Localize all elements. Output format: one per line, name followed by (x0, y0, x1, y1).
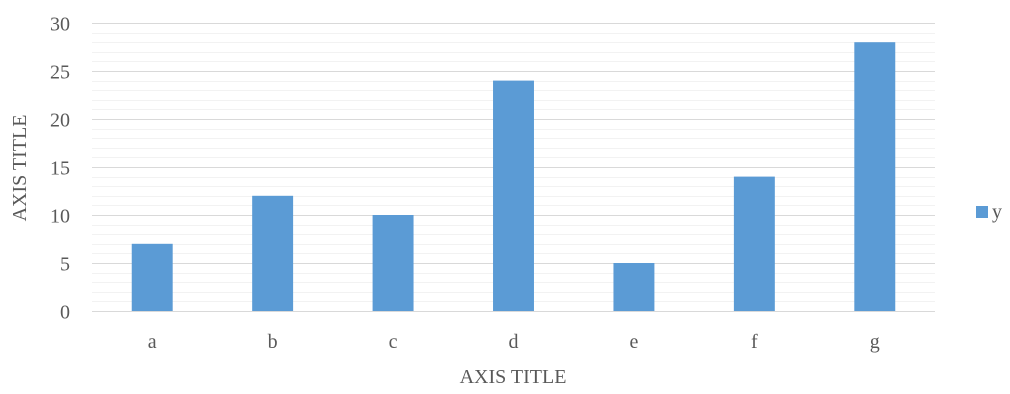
legend-swatch-y (976, 206, 988, 218)
x-tick-label: a (148, 331, 157, 353)
x-axis-title: AXIS TITLE (460, 366, 567, 388)
x-tick-label: g (870, 331, 880, 353)
bar-c (373, 215, 414, 311)
axes: 0 5 10 15 20 25 30 a b c d e f g (50, 14, 935, 354)
y-tick-label: 5 (60, 254, 70, 276)
y-tick-label: 30 (50, 14, 70, 36)
x-tick-label: b (268, 331, 278, 353)
bar-series (132, 42, 896, 311)
bar-e (613, 263, 654, 311)
x-tick-label: c (389, 331, 398, 353)
bar-d (493, 81, 534, 311)
y-tick-label: 15 (50, 158, 70, 180)
y-axis-title: AXIS TITLE (9, 115, 31, 222)
bar-b (252, 196, 293, 311)
y-tick-label: 20 (50, 110, 70, 132)
x-tick-label: d (509, 331, 519, 353)
bar-f (734, 177, 775, 311)
x-tick-label: e (629, 331, 638, 353)
y-tick-label: 10 (50, 206, 70, 228)
y-tick-label: 0 (60, 302, 70, 324)
legend: y (976, 201, 1002, 223)
x-tick-label: f (751, 331, 758, 353)
bar-a (132, 244, 173, 311)
y-tick-label: 25 (50, 62, 70, 84)
legend-label-y: y (992, 201, 1002, 223)
bar-g (854, 42, 895, 311)
